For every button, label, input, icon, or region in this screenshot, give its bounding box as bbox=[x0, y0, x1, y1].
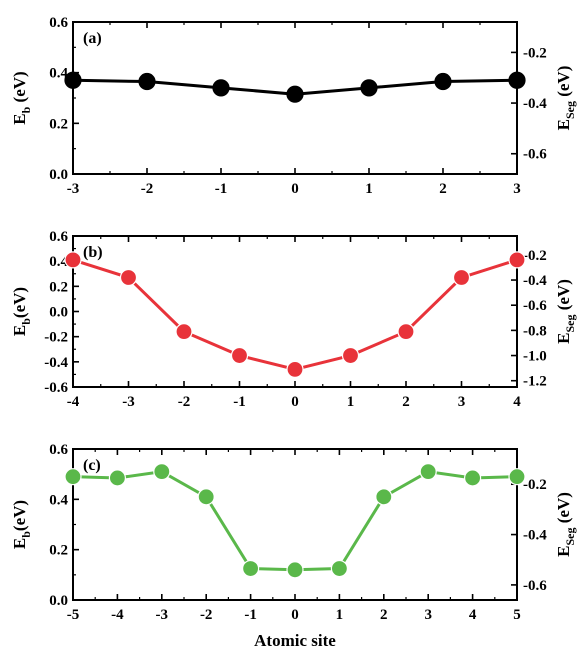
panel-label: (b) bbox=[83, 244, 103, 261]
data-point bbox=[508, 71, 526, 89]
y-tick-label: 0.4 bbox=[49, 66, 68, 82]
x-tick-label: -2 bbox=[200, 607, 213, 623]
data-point bbox=[341, 346, 360, 365]
x-tick-label: 4 bbox=[513, 394, 521, 410]
panel-1: -3 -2 -1 0 1 2 3 0.0 0.2 0.4 0.6 -0.2 -0.4 -0.6 Eb (eV… bbox=[10, 15, 577, 197]
data-point bbox=[212, 79, 230, 97]
y-tick-label: 0.0 bbox=[49, 305, 68, 321]
data-point bbox=[175, 323, 193, 341]
data-point bbox=[330, 559, 348, 578]
x-tick-label: 1 bbox=[347, 394, 355, 410]
panel-3: -5 -4 -3 -2 -1 0 1 2 3 4 5 0.0 0.2 0.4 0.6 -0.2 -0.4 -0.6… bbox=[10, 442, 577, 650]
data-point bbox=[138, 72, 156, 91]
x-axis-label: Atomic site bbox=[254, 631, 336, 650]
y-tick-label: 0.6 bbox=[49, 15, 68, 31]
y2-tick-label: -0.4 bbox=[523, 96, 547, 112]
x-tick-label: -3 bbox=[67, 181, 80, 197]
x-tick-label: -1 bbox=[233, 394, 246, 410]
x-tick-label: -2 bbox=[141, 181, 154, 197]
data-point bbox=[508, 251, 526, 269]
y2-tick-label: -0.2 bbox=[523, 45, 547, 61]
x-tick-label: 3 bbox=[424, 607, 432, 623]
data-point bbox=[64, 251, 82, 269]
x-tick-label: 0 bbox=[291, 607, 299, 623]
x-tick-label: 4 bbox=[469, 607, 477, 623]
x-tick-label: -2 bbox=[178, 394, 191, 410]
x-tick-label: 2 bbox=[402, 394, 410, 410]
data-point bbox=[286, 85, 304, 103]
y2-axis-label: ESeg (eV) bbox=[554, 492, 577, 557]
data-point bbox=[286, 360, 304, 378]
y-tick-label: 0.2 bbox=[49, 116, 68, 132]
y-tick-label: 0.4 bbox=[49, 254, 68, 270]
y-tick-label: 0.0 bbox=[49, 593, 68, 609]
data-point bbox=[508, 468, 526, 486]
y-tick-label: 0.2 bbox=[49, 279, 68, 295]
data-point bbox=[64, 468, 82, 486]
panel-label: (a) bbox=[83, 30, 102, 47]
y2-tick-label: -0.2 bbox=[523, 248, 547, 264]
data-point bbox=[153, 463, 171, 481]
y-axis-label: Eb(eV) bbox=[10, 287, 33, 336]
y2-tick-label: -0.8 bbox=[523, 323, 547, 339]
y-tick-label: 0.6 bbox=[49, 229, 68, 245]
data-point bbox=[397, 323, 415, 341]
x-tick-label: 2 bbox=[439, 181, 447, 197]
data-point bbox=[419, 463, 437, 481]
y-tick-label: 0.6 bbox=[49, 442, 68, 458]
x-tick-label: -3 bbox=[156, 607, 169, 623]
y2-tick-label: -0.6 bbox=[523, 298, 547, 314]
y-tick-label: -0.6 bbox=[44, 380, 68, 396]
x-tick-label: 0 bbox=[291, 181, 299, 197]
x-tick-label: -4 bbox=[67, 394, 80, 410]
y2-tick-label: -0.6 bbox=[523, 578, 547, 594]
y2-tick-label: -0.2 bbox=[523, 477, 547, 493]
x-tick-label: 5 bbox=[513, 607, 521, 623]
panel-label: (c) bbox=[83, 457, 101, 474]
panel-2: -4 -3 -2 -1 0 1 2 3 4 -0.6 -0.4 -0.2 0.0 0.2 0.4 0.6 -0.… bbox=[10, 229, 577, 410]
x-tick-label: 1 bbox=[365, 181, 373, 197]
x-tick-label: -3 bbox=[122, 394, 135, 410]
y-tick-label: 0.2 bbox=[49, 543, 68, 559]
y2-tick-label: -0.4 bbox=[523, 273, 547, 289]
y-tick-label: 0.0 bbox=[49, 167, 68, 183]
data-point bbox=[242, 559, 260, 578]
data-point bbox=[197, 488, 215, 506]
x-tick-label: -1 bbox=[215, 181, 228, 197]
y2-tick-label: -0.4 bbox=[523, 528, 547, 544]
y2-tick-label: -1.0 bbox=[523, 349, 547, 365]
x-tick-label: 3 bbox=[458, 394, 466, 410]
data-point bbox=[230, 346, 249, 365]
data-point bbox=[119, 268, 138, 287]
y-axis-label: Eb (eV) bbox=[10, 71, 33, 124]
x-tick-label: 2 bbox=[380, 607, 388, 623]
series-line bbox=[72, 470, 518, 572]
y-tick-label: 0.4 bbox=[49, 492, 68, 508]
y-tick-label: -0.4 bbox=[44, 355, 68, 371]
x-tick-label: -5 bbox=[67, 607, 80, 623]
data-point bbox=[360, 79, 378, 97]
x-tick-label: 1 bbox=[336, 607, 344, 623]
data-point bbox=[286, 561, 304, 579]
x-tick-label: -4 bbox=[111, 607, 124, 623]
data-point bbox=[434, 72, 452, 91]
x-tick-label: -1 bbox=[244, 607, 257, 623]
data-point bbox=[452, 268, 471, 287]
y2-axis-label: ESeg (eV) bbox=[554, 279, 577, 344]
x-tick-label: 0 bbox=[291, 394, 299, 410]
data-point bbox=[375, 488, 393, 506]
data-point bbox=[108, 469, 127, 487]
series-line bbox=[72, 258, 518, 371]
y-axis-label: Eb(eV) bbox=[10, 500, 33, 549]
data-point bbox=[464, 469, 482, 487]
data-point bbox=[64, 71, 82, 89]
y2-tick-label: -0.6 bbox=[523, 147, 547, 163]
y2-axis-label: ESeg (eV) bbox=[554, 66, 577, 131]
x-tick-label: 3 bbox=[513, 181, 521, 197]
y-tick-label: -0.2 bbox=[44, 330, 68, 346]
y2-tick-label: -1.2 bbox=[523, 374, 547, 390]
